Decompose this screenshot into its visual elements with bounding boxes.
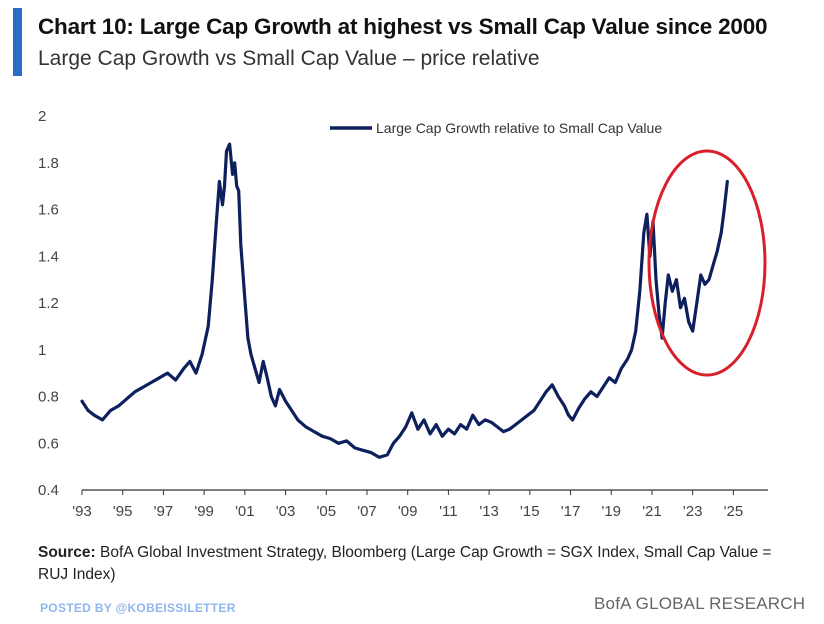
x-tick-label: '97	[154, 503, 174, 520]
series-line	[80, 142, 729, 459]
x-tick-label: '07	[357, 503, 377, 520]
legend-label: Large Cap Growth relative to Small Cap V…	[376, 120, 662, 136]
y-tick-label: 1.4	[38, 248, 59, 265]
y-tick-label: 1.2	[38, 295, 59, 312]
source-note: Source: BofA Global Investment Strategy,…	[38, 542, 798, 586]
x-tick-label: '99	[194, 503, 214, 520]
x-tick-label: '19	[601, 503, 621, 520]
x-tick-label: '95	[113, 503, 133, 520]
x-tick-label: '11	[439, 503, 457, 520]
y-tick-label: 0.4	[38, 482, 59, 499]
y-tick-label: 0.6	[38, 435, 59, 452]
y-tick-label: 2	[38, 108, 46, 125]
line-chart: 0.4 0.6 0.8 1 1.2 1.4 1.6 1.8 2 '93 '95 '97 '99 '01 '0…	[38, 108, 768, 520]
chart-subtitle: Large Cap Growth vs Small Cap Value – pr…	[38, 47, 540, 70]
y-tick-label: 1.8	[38, 155, 59, 172]
y-tick-label: 1	[38, 342, 46, 359]
x-tick-label: '13	[479, 503, 499, 520]
x-tick-label: '17	[561, 503, 581, 520]
source-text: BofA Global Investment Strategy, Bloombe…	[38, 544, 772, 583]
source-label: Source:	[38, 544, 96, 561]
chart-title: Chart 10: Large Cap Growth at highest vs…	[38, 14, 768, 39]
x-tick-label: '23	[683, 503, 703, 520]
x-tick-label: '01	[235, 503, 255, 520]
x-tick-label: '21	[642, 503, 662, 520]
y-tick-label: 1.6	[38, 202, 59, 219]
x-tick-label: '03	[276, 503, 296, 520]
watermark-text: POSTED BY @KOBEISSILETTER	[40, 601, 236, 615]
x-tick-label: '15	[520, 503, 540, 520]
title-accent-bar	[13, 8, 22, 76]
y-tick-label: 0.8	[38, 389, 59, 406]
x-tick-label: '09	[398, 503, 418, 520]
brand-footer: BofA GLOBAL RESEARCH	[594, 594, 806, 613]
highlight-ellipse	[647, 149, 767, 377]
x-tick-label: '93	[72, 503, 92, 520]
x-tick-label: '05	[316, 503, 336, 520]
x-tick-label: '25	[724, 503, 744, 520]
